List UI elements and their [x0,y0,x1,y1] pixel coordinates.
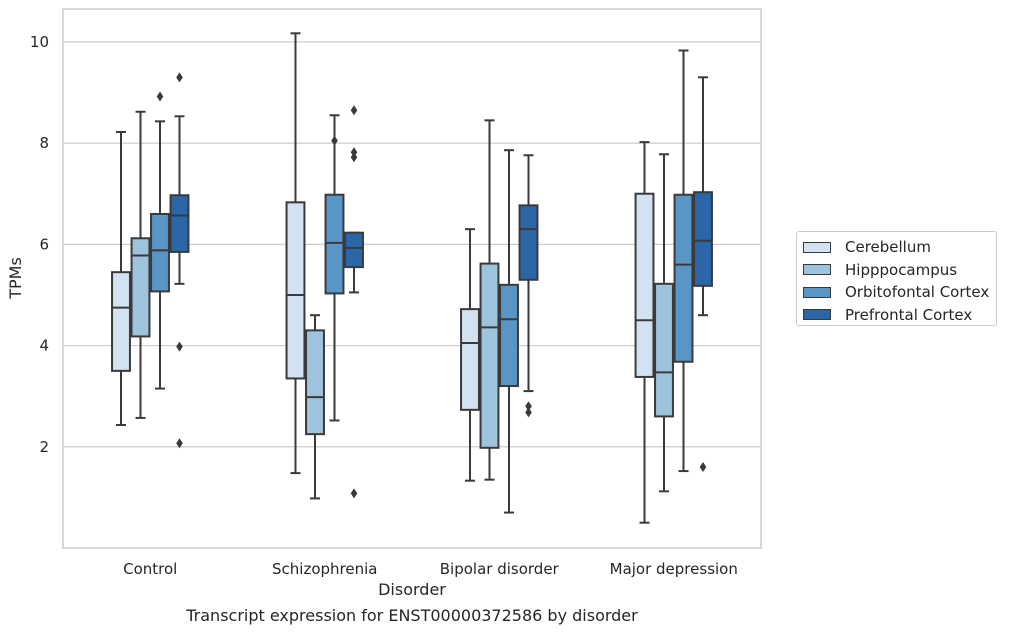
box-2-3 [518,154,539,418]
outlier-point [176,438,183,449]
box-3-3 [693,76,713,473]
legend-entry: Cerebellum [803,236,996,259]
y-tick-label: 8 [39,134,49,152]
x-tick-label: Control [123,560,177,578]
y-tick-label: 6 [39,235,49,253]
x-tick-label: Bipolar disorder [440,560,560,578]
outlier-point [350,152,358,163]
outlier-point [699,462,707,473]
plot-frame [62,8,762,549]
outlier-point [350,488,358,499]
tick-labels: 2 4 6 8 10 Control Schizophrenia Bipolar disord… [30,33,738,578]
chart-caption: Transcript expression for ENST0000037258… [186,606,638,625]
box-0-0 [111,130,131,427]
legend-entry: Orbitofontal Cortex [803,281,996,304]
y-tick-label: 4 [39,337,49,355]
iqr-box [150,212,170,293]
box-0-3 [169,72,190,449]
legend: Cerebellum Hipppocampus Orbitofontal Corte… [796,231,997,326]
iqr-box [169,194,190,253]
iqr-box [111,271,131,372]
box-0-2 [150,91,170,390]
box-3-0 [634,141,655,524]
legend-swatch [803,286,831,298]
box-1-2 [324,114,345,422]
outlier-point [350,105,358,116]
outlier-point [350,147,358,158]
legend-label: Prefrontal Cortex [845,305,973,324]
legend-label: Orbitofontal Cortex [845,283,990,302]
legend-swatch [803,309,831,321]
y-tick-label: 2 [39,438,49,456]
iqr-box [634,192,655,378]
box-1-0 [285,32,306,475]
iqr-box [130,237,151,338]
iqr-box [479,262,500,449]
box-layer [111,32,713,524]
box-2-2 [499,149,519,514]
iqr-box [673,193,694,363]
x-axis-label: Disorder [378,580,446,599]
iqr-box [518,204,539,281]
outlier-point [176,341,183,352]
legend-swatch [803,264,831,276]
box-2-1 [479,119,500,481]
legend-label: Cerebellum [845,238,931,257]
outlier-point [525,407,532,418]
iqr-box [460,308,480,411]
iqr-box [654,282,674,418]
box-2-0 [460,228,480,482]
iqr-box [693,191,713,287]
box-3-2 [673,49,694,473]
legend-entry: Hipppocampus [803,259,996,282]
x-tick-label: Major depression [610,560,738,578]
x-tick-label: Schizophrenia [272,560,377,578]
iqr-box [499,283,519,388]
box-1-1 [305,314,325,500]
legend-label: Hipppocampus [845,260,958,279]
iqr-box [324,193,345,295]
box-3-1 [654,153,674,493]
outlier-point [331,135,338,146]
outlier-point [176,72,183,83]
y-axis-label: TPMs [6,257,25,300]
iqr-box [344,231,364,269]
outlier-point [525,401,532,412]
outlier-point [156,91,164,102]
iqr-box [305,329,325,436]
legend-swatch [803,241,831,253]
y-tick-label: 10 [30,33,49,51]
box-1-3 [344,105,364,499]
iqr-box [285,201,306,380]
box-0-1 [130,110,151,419]
legend-entry: Prefrontal Cortex [803,304,996,327]
